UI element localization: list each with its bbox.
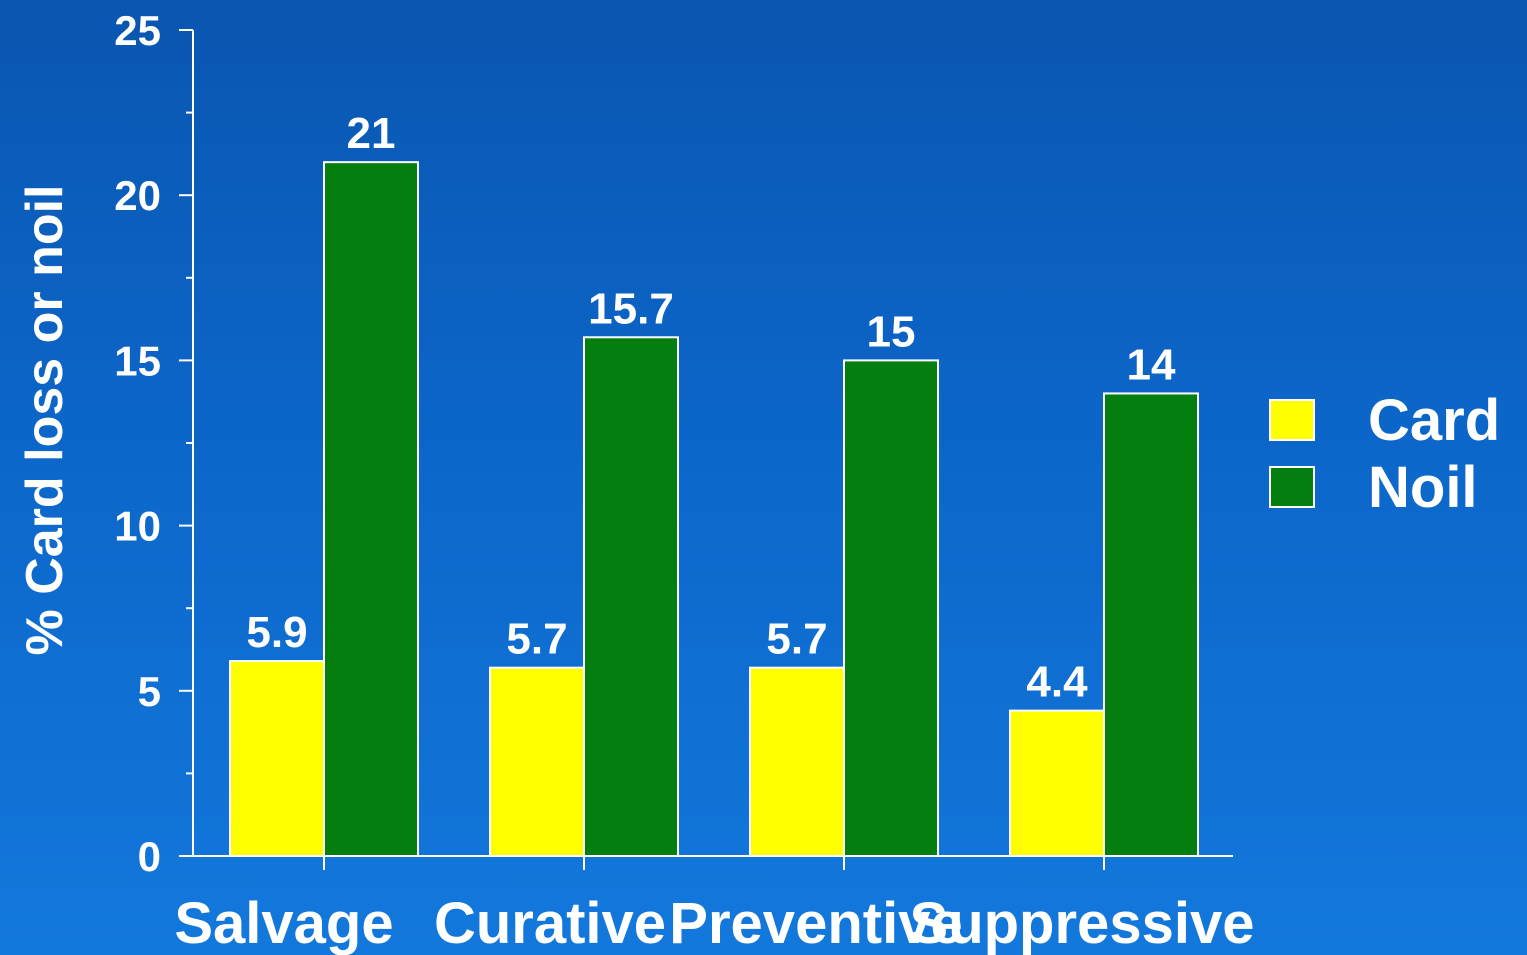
category-label-suppressive: Suppressive [910, 891, 1255, 955]
bar-card-curative [489, 666, 585, 857]
data-label-noil-salvage: 21 [347, 109, 396, 158]
data-label-card-preventive: 5.7 [766, 615, 827, 664]
category-label-preventive: Preventive [669, 891, 962, 955]
category-label-curative: Curative [434, 891, 666, 955]
data-label-noil-curative: 15.7 [588, 284, 674, 333]
y-tick-label: 10 [114, 503, 161, 550]
bar-card-preventive [749, 666, 845, 857]
data-labels: 5.9 21 5.7 15.7 5.7 15 4.4 14 [246, 109, 1176, 706]
legend-label-card: Card [1368, 388, 1500, 453]
data-label-noil-preventive: 15 [867, 307, 916, 356]
y-tick-label: 25 [114, 7, 161, 54]
y-axis-title: % Card loss or noil [16, 185, 74, 656]
bars [229, 161, 1199, 858]
bar-noil-suppressive [1103, 392, 1199, 857]
legend-label-noil: Noil [1368, 455, 1478, 520]
data-label-noil-suppressive: 14 [1127, 340, 1176, 389]
legend-swatch-card [1269, 399, 1315, 441]
y-ticks: 0 5 10 15 20 25 [114, 7, 193, 880]
bar-noil-salvage [323, 161, 419, 858]
bar-card-suppressive [1009, 709, 1105, 858]
data-label-card-curative: 5.7 [506, 615, 567, 664]
bar-card-salvage [229, 660, 325, 858]
legend-swatch-noil [1269, 466, 1315, 508]
y-tick-label: 20 [114, 172, 161, 219]
data-label-card-salvage: 5.9 [246, 608, 307, 657]
category-label-salvage: Salvage [174, 891, 393, 955]
y-tick-label: 0 [138, 833, 161, 880]
x-ticks [323, 856, 1105, 870]
data-label-card-suppressive: 4.4 [1026, 658, 1088, 707]
bar-noil-curative [583, 336, 679, 858]
bar-noil-preventive [843, 359, 939, 857]
y-tick-label: 5 [138, 668, 161, 715]
y-tick-label: 15 [114, 337, 161, 384]
